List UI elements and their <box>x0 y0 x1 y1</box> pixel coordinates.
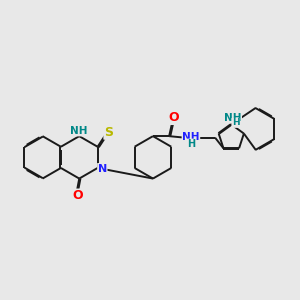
Text: H: H <box>232 118 239 127</box>
Text: S: S <box>104 126 113 139</box>
Text: H: H <box>187 139 195 149</box>
Text: NH: NH <box>224 113 242 123</box>
Text: O: O <box>72 189 83 202</box>
Text: N: N <box>98 164 107 173</box>
Text: NH: NH <box>182 132 200 142</box>
Text: NH: NH <box>70 126 88 136</box>
Text: O: O <box>168 111 179 124</box>
